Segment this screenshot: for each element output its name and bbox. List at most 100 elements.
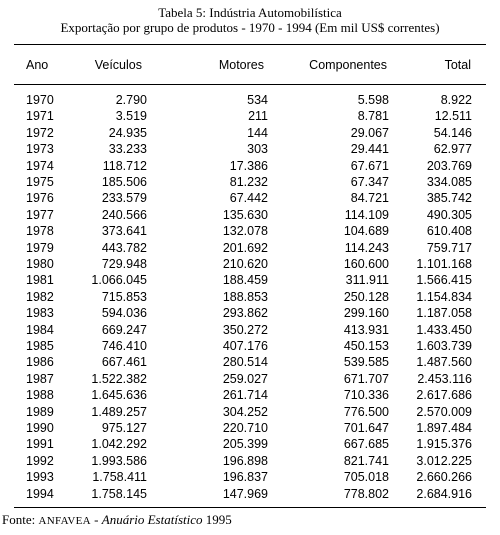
cell-componentes: 67.347: [350, 175, 389, 189]
cell-ano: 1992: [26, 453, 54, 468]
cell-ano: 1977: [26, 207, 54, 222]
cell-total: 1.187.058: [416, 306, 472, 321]
cell-ano: 1979: [26, 240, 54, 255]
table-row: 1978 373.641 132.078 104.689 610.408: [0, 223, 500, 239]
cell-veiculos: 2.790: [115, 93, 147, 107]
cell-componentes: 701.647: [343, 421, 389, 435]
table-row: 1979 443.782 201.692 114.243 759.717: [0, 240, 500, 256]
cell-componentes: 160.600: [343, 257, 389, 271]
cell-total: 54.146: [433, 125, 472, 140]
cell-ano: 1994: [26, 486, 54, 501]
cell-veiculos: 1.066.045: [91, 273, 147, 288]
header-veiculos: Veículos: [94, 58, 142, 72]
cell-total: 334.085: [426, 175, 472, 189]
table-subtitle: Exportação por grupo de produtos - 1970 …: [60, 20, 440, 35]
cell-motores: 210.620: [222, 257, 268, 271]
cell-componentes: 778.802: [343, 486, 389, 501]
cell-ano: 1988: [26, 388, 54, 403]
cell-veiculos: 1.645.636: [91, 388, 147, 403]
cell-veiculos: 667.461: [101, 355, 147, 370]
table-row: 1976 233.579 67.442 84.721 385.742: [0, 190, 500, 206]
bottom-rule: [14, 507, 486, 508]
source-sep: -: [90, 512, 102, 527]
cell-motores: 205.399: [222, 437, 268, 452]
cell-ano: 1980: [26, 257, 54, 271]
cell-motores: 201.692: [222, 240, 268, 255]
cell-ano: 1974: [26, 158, 54, 173]
source-publication: Anuário Estatístico: [101, 512, 203, 527]
cell-veiculos: 1.042.292: [91, 437, 147, 452]
table-row: 1974 118.712 17.386 67.671 203.769: [0, 158, 500, 174]
cell-motores: 147.969: [222, 486, 268, 501]
table-row: 1994 1.758.145 147.969 778.802 2.684.916: [0, 486, 500, 502]
cell-motores: 188.853: [222, 289, 268, 304]
cell-componentes: 671.707: [343, 371, 389, 386]
source-org: ANFAVEA: [38, 515, 91, 527]
cell-ano: 1990: [26, 421, 54, 435]
cell-veiculos: 975.127: [101, 421, 147, 435]
cell-total: 62.977: [433, 142, 472, 157]
cell-ano: 1987: [26, 371, 54, 386]
cell-total: 2.570.009: [416, 404, 472, 419]
cell-veiculos: 185.506: [101, 175, 147, 189]
cell-ano: 1989: [26, 404, 54, 419]
cell-total: 1.101.168: [416, 257, 472, 271]
cell-componentes: 114.109: [344, 207, 389, 222]
cell-motores: 211: [248, 109, 268, 124]
cell-ano: 1975: [26, 175, 54, 189]
cell-motores: 534: [247, 93, 268, 107]
cell-componentes: 29.067: [350, 125, 389, 140]
table-row: 1981 1.066.045 188.459 311.911 1.566.415: [0, 272, 500, 288]
header-motores: Motores: [218, 58, 264, 72]
table-row: 1987 1.522.382 259.027 671.707 2.453.116: [0, 371, 500, 387]
table-row: 1983 594.036 293.862 299.160 1.187.058: [0, 305, 500, 321]
cell-motores: 293.862: [222, 306, 268, 321]
cell-ano: 1993: [26, 470, 54, 485]
table-row: 1993 1.758.411 196.837 705.018 2.660.266: [0, 469, 500, 485]
cell-veiculos: 118.712: [102, 158, 147, 173]
cell-total: 1.915.376: [416, 437, 472, 452]
cell-veiculos: 240.566: [101, 207, 147, 222]
cell-motores: 135.630: [222, 207, 268, 222]
cell-motores: 304.252: [222, 404, 268, 419]
source-year: 1995: [202, 512, 232, 527]
cell-total: 490.305: [426, 207, 472, 222]
source-note: Fonte: ANFAVEA - Anuário Estatístico 199…: [2, 512, 232, 529]
cell-veiculos: 443.782: [101, 240, 147, 255]
cell-veiculos: 1.489.257: [91, 404, 147, 419]
cell-componentes: 821.741: [343, 453, 389, 468]
cell-total: 1.433.450: [416, 322, 472, 337]
cell-motores: 17.386: [229, 158, 268, 173]
cell-componentes: 299.160: [343, 306, 389, 321]
cell-ano: 1983: [26, 306, 54, 321]
cell-motores: 67.442: [229, 191, 268, 206]
cell-ano: 1982: [26, 289, 54, 304]
table-row: 1984 669.247 350.272 413.931 1.433.450: [0, 322, 500, 338]
cell-ano: 1986: [26, 355, 54, 370]
cell-componentes: 413.931: [343, 322, 389, 337]
cell-ano: 1976: [26, 191, 54, 206]
table-row: 1975 185.506 81.232 67.347 334.085: [0, 174, 500, 190]
cell-ano: 1978: [26, 224, 54, 239]
cell-veiculos: 1.522.382: [91, 371, 147, 386]
cell-motores: 407.176: [222, 339, 268, 353]
cell-total: 1.603.739: [416, 339, 472, 353]
source-prefix: Fonte:: [2, 512, 39, 527]
cell-componentes: 250.128: [343, 289, 389, 304]
table-row: 1971 3.519 211 8.781 12.511: [0, 108, 500, 124]
cell-veiculos: 1.993.586: [91, 453, 147, 468]
table-row: 1991 1.042.292 205.399 667.685 1.915.376: [0, 436, 500, 452]
table-row: 1980 729.948 210.620 160.600 1.101.168: [0, 256, 500, 272]
cell-veiculos: 24.935: [108, 125, 147, 140]
cell-total: 385.742: [426, 191, 472, 206]
cell-motores: 132.078: [222, 224, 268, 239]
cell-componentes: 5.598: [357, 93, 389, 107]
cell-ano: 1973: [26, 142, 54, 157]
cell-ano: 1991: [26, 437, 54, 452]
cell-motores: 261.714: [222, 388, 268, 403]
table-title: Tabela 5: Indústria Automobilística: [158, 5, 342, 20]
cell-total: 8.922: [440, 93, 472, 107]
cell-componentes: 539.585: [343, 355, 389, 370]
header-componentes: Componentes: [309, 58, 387, 72]
header-total: Total: [444, 58, 471, 72]
